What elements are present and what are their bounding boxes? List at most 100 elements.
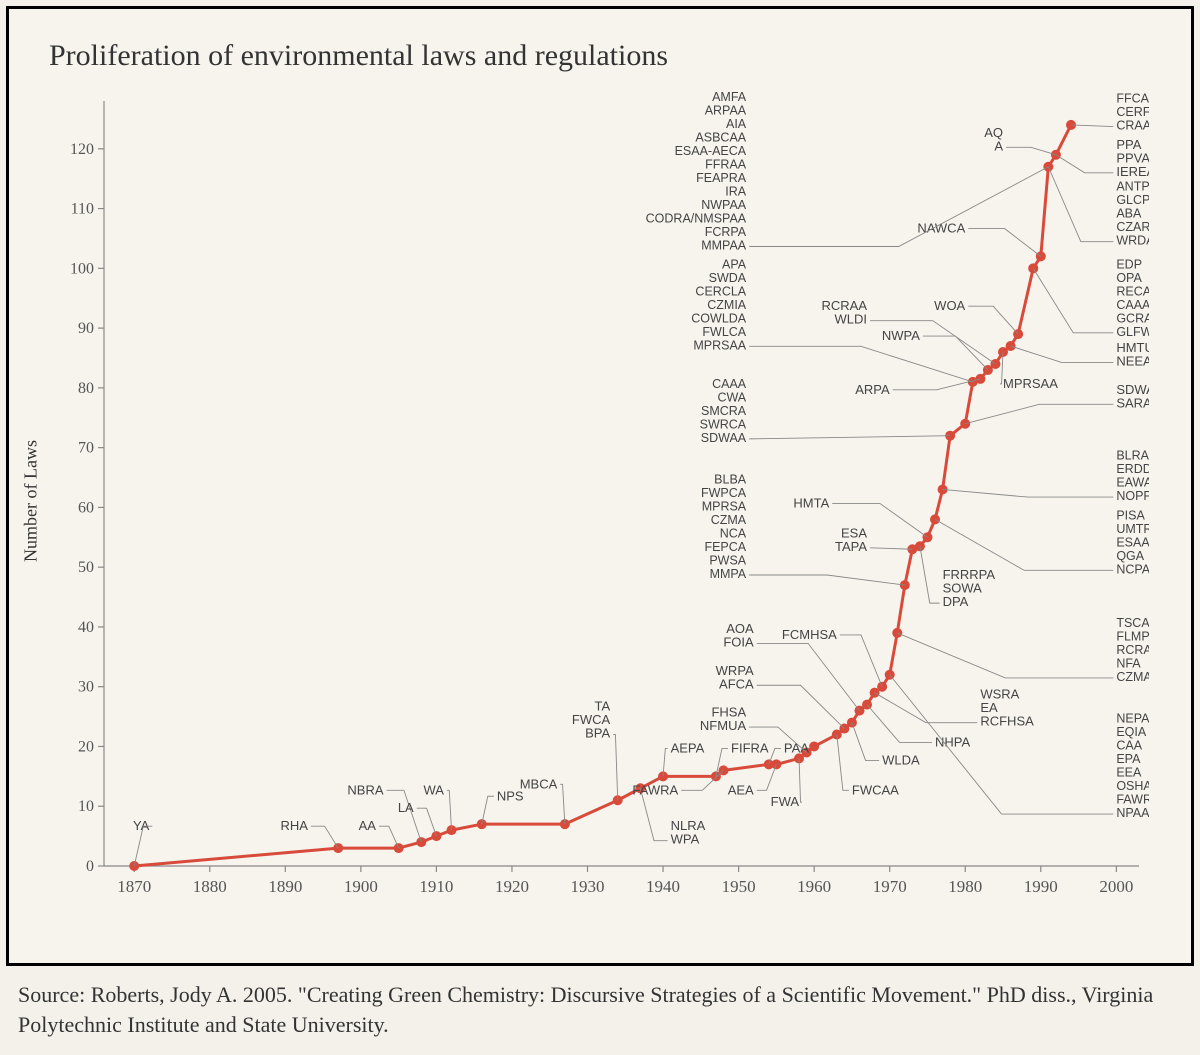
- annotation-text: CRAA: [1116, 119, 1149, 133]
- annotation-text: BPA: [585, 726, 610, 741]
- annotation-text: CERFA: [1116, 105, 1149, 119]
- annotation-leader: [1011, 346, 1114, 362]
- annotation-text: A: [994, 138, 1003, 153]
- annotation-leader: [852, 723, 879, 761]
- annotation-text: RCFHSA: [980, 714, 1034, 729]
- annotation-text: SWDA: [709, 271, 747, 285]
- x-tick-label: 2000: [1099, 877, 1133, 896]
- annotation-text: PAA: [784, 740, 809, 755]
- annotation-text: COWLDA: [691, 311, 747, 325]
- annotation-text: SWRCA: [700, 417, 747, 431]
- annotation-leader: [875, 693, 978, 723]
- annotation-leader: [749, 167, 1048, 247]
- annotation-text: SARA: [1116, 395, 1149, 410]
- annotation-text: AEPA: [671, 740, 705, 755]
- annotation-text: IEREA: [1116, 164, 1149, 179]
- annotation-text: ABA: [1116, 207, 1142, 221]
- annotation-text: GLFWRA: [1116, 325, 1149, 339]
- annotation-leader: [837, 735, 849, 791]
- y-tick-label: 60: [78, 499, 94, 516]
- annotation-text: NFMUA: [700, 718, 747, 733]
- annotation-leader: [923, 336, 988, 370]
- x-tick-label: 1890: [268, 877, 302, 896]
- annotation-text: TSCA: [1116, 616, 1149, 630]
- annotation-text: FLMPA: [1116, 629, 1149, 643]
- annotation-text: CWA: [717, 390, 746, 404]
- annotation-text: NBRA: [347, 782, 383, 797]
- y-tick-label: 50: [78, 559, 94, 576]
- y-tick-label: 90: [78, 320, 94, 337]
- annotation-text: RHA: [281, 818, 309, 833]
- annotation-text: SDWAA: [701, 431, 747, 445]
- y-tick-label: 80: [78, 380, 94, 397]
- page-container: Proliferation of environmental laws and …: [0, 0, 1200, 1055]
- annotation-text: CZARA: [1116, 220, 1149, 234]
- annotation-text: QGA: [1116, 549, 1144, 563]
- annotation-text: MMPA: [710, 567, 747, 581]
- annotation-leader: [965, 404, 1113, 423]
- y-tick-label: 40: [78, 619, 94, 636]
- annotation-text: FEAPRA: [696, 171, 747, 185]
- data-line: [134, 125, 1071, 866]
- x-tick-label: 1920: [495, 877, 529, 896]
- annotation-text: EDP: [1116, 257, 1142, 271]
- annotation-text: PWSA: [709, 554, 746, 568]
- annotation-text: EPA: [1116, 752, 1141, 766]
- y-tick-label: 20: [78, 738, 94, 755]
- x-tick-label: 1940: [646, 877, 680, 896]
- chart-frame: Proliferation of environmental laws and …: [6, 6, 1194, 966]
- chart-title: Proliferation of environmental laws and …: [49, 39, 1151, 73]
- x-tick-label: 1880: [193, 877, 227, 896]
- annotation-leader: [613, 735, 618, 801]
- y-tick-label: 120: [70, 141, 94, 158]
- annotation-text: FOIA: [723, 634, 754, 649]
- annotation-text: FEPCA: [704, 540, 746, 554]
- annotation-leader: [560, 784, 565, 824]
- annotation-text: ESAA: [1116, 535, 1149, 549]
- annotation-text: IRA: [725, 185, 747, 199]
- annotation-text: UMTRCA: [1116, 522, 1149, 536]
- annotation-text: FWLCA: [702, 325, 746, 339]
- annotation-text: ARPAA: [705, 104, 747, 118]
- annotation-text: AMFA: [712, 91, 747, 104]
- annotation-leader: [943, 489, 1114, 497]
- annotation-leader: [935, 519, 1113, 570]
- annotation-text: ANTPA: [1116, 180, 1149, 194]
- annotation-text: NEPA: [1116, 712, 1149, 726]
- annotation-text: MPRSAA: [693, 338, 746, 352]
- annotation-leader: [867, 705, 932, 743]
- y-tick-label: 30: [78, 679, 94, 696]
- annotation-text: CZMAA: [1116, 670, 1149, 684]
- x-tick-label: 1900: [344, 877, 378, 896]
- x-tick-label: 1870: [117, 877, 151, 896]
- annotation-text: LA: [398, 800, 414, 815]
- annotation-text: OPA: [1116, 271, 1142, 285]
- annotation-text: FIFRA: [731, 740, 769, 755]
- annotation-text: CERCLA: [695, 284, 746, 298]
- annotation-text: FAWRA: [632, 782, 678, 797]
- annotation-text: ESAA-AECA: [675, 144, 747, 158]
- x-tick-label: 1930: [571, 877, 605, 896]
- annotation-leader: [897, 633, 1113, 678]
- annotation-leader: [757, 685, 845, 728]
- annotation-text: NOPPA: [1116, 489, 1149, 503]
- annotation-text: FFCA: [1116, 92, 1149, 106]
- annotation-text: CAA: [1116, 739, 1142, 753]
- annotation-text: DPA: [943, 594, 969, 609]
- annotation-text: NWPA: [882, 328, 920, 343]
- annotation-text: FWPCA: [701, 486, 747, 500]
- y-axis-label: Number of Laws: [21, 440, 42, 562]
- annotation-text: BLBA: [714, 473, 747, 487]
- annotation-text: RECA: [1116, 284, 1149, 298]
- annotation-text: CZMA: [711, 513, 747, 527]
- annotation-text: MMPAA: [701, 239, 747, 253]
- annotation-leader: [311, 826, 338, 848]
- annotation-text: WA: [423, 782, 444, 797]
- annotation-leader: [387, 790, 422, 842]
- annotation-text: NCA: [720, 527, 747, 541]
- annotation-text: CODRA/NMSPAA: [646, 212, 747, 226]
- annotation-text: WRDA: [1116, 234, 1149, 248]
- annotation-text: GCRA: [1116, 311, 1149, 325]
- annotation-leader: [447, 790, 452, 830]
- annotation-leader: [417, 808, 437, 836]
